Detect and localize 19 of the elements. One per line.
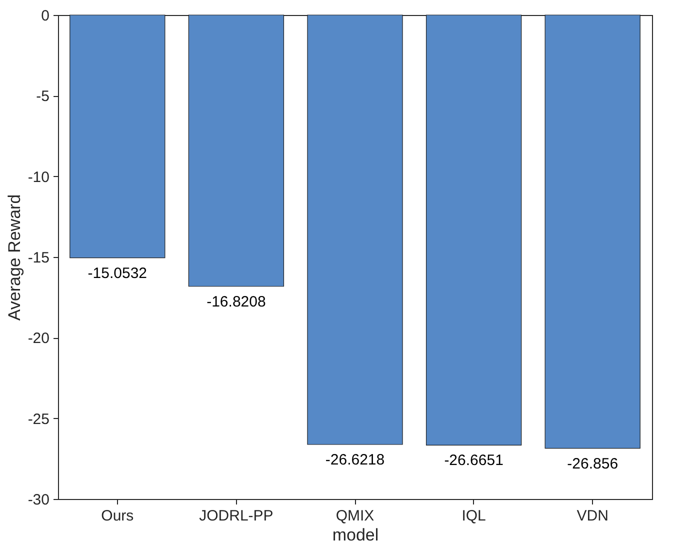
data-label: -26.856 bbox=[567, 455, 618, 472]
x-tick-label: Ours bbox=[101, 508, 134, 524]
x-tick-label: QMIX bbox=[336, 508, 374, 524]
x-tick-label: IQL bbox=[462, 508, 486, 524]
x-tick-label: VDN bbox=[576, 508, 608, 524]
y-tick-label: -10 bbox=[28, 168, 50, 186]
y-tick-label: -30 bbox=[28, 492, 50, 508]
y-tick-label: -20 bbox=[28, 330, 50, 348]
data-label: -16.8208 bbox=[206, 293, 266, 310]
y-tick-label: -25 bbox=[28, 410, 50, 428]
data-label: -26.6218 bbox=[325, 452, 385, 468]
y-tick-label: -5 bbox=[36, 88, 50, 106]
y-tick-label: -15 bbox=[28, 250, 50, 266]
data-label: -15.0532 bbox=[88, 264, 148, 282]
x-axis-title: model bbox=[332, 526, 379, 544]
y-axis-title: Average Reward bbox=[4, 194, 24, 321]
data-label: -26.6651 bbox=[444, 452, 504, 470]
y-tick-label: 0 bbox=[41, 8, 50, 24]
x-tick-label: JODRL-PP bbox=[199, 508, 274, 524]
